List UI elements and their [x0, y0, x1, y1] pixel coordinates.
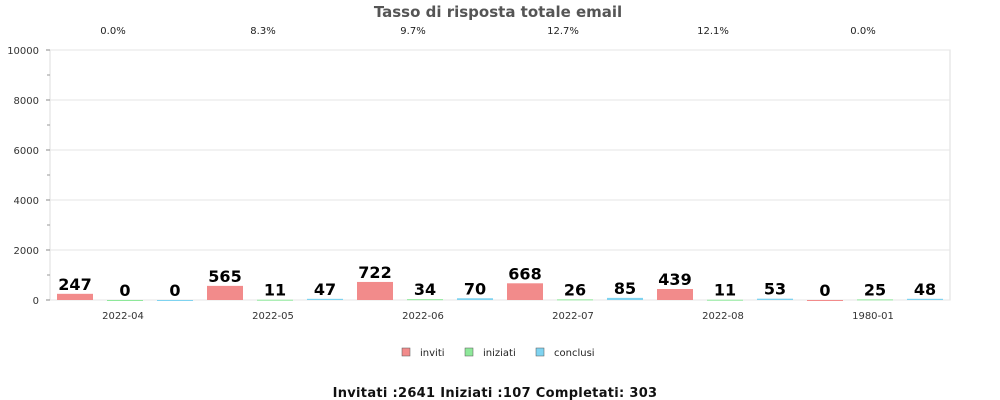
chart-title: Tasso di risposta totale email — [374, 3, 622, 21]
data-label: 0 — [819, 281, 830, 300]
data-label: 34 — [414, 280, 436, 299]
x-tick-label: 2022-04 — [102, 311, 144, 322]
data-label: 47 — [314, 280, 336, 299]
data-label: 48 — [914, 280, 936, 299]
rate-label: 12.1% — [697, 26, 729, 37]
bar-conclusi — [307, 298, 343, 300]
legend-swatch-iniziati — [464, 347, 474, 357]
y-tick-label: 4000 — [14, 196, 39, 207]
data-label: 565 — [208, 267, 241, 286]
data-label: 0 — [169, 281, 180, 300]
x-axis: 2022-04 2022-05 2022-06 2022-07 2022-08 1980-… — [102, 311, 894, 322]
legend-label-iniziati: iniziati — [483, 348, 516, 359]
data-labels: 247 0 0 565 11 47 722 34 70 668 26 85 439 11 53 0 25 48 — [58, 263, 936, 300]
rate-label: 8.3% — [250, 26, 275, 37]
rate-label: 0.0% — [850, 26, 875, 37]
rate-label: 0.0% — [100, 26, 125, 37]
bar-iniziati — [857, 299, 893, 301]
bar-iniziati — [257, 299, 293, 301]
y-tick-label: 8000 — [14, 96, 39, 107]
data-label: 11 — [714, 281, 736, 300]
bar-inviti — [657, 289, 693, 300]
data-label: 668 — [508, 264, 541, 283]
summary-text: Invitati :2641 Iniziati :107 Completati:… — [333, 386, 658, 400]
bar-inviti — [357, 281, 393, 300]
data-label: 439 — [658, 270, 691, 289]
x-tick-label: 2022-06 — [402, 311, 444, 322]
data-label: 722 — [358, 263, 391, 282]
bar-inviti — [207, 285, 243, 300]
bar-conclusi — [607, 297, 643, 300]
y-tick-label: 6000 — [14, 146, 39, 157]
x-tick-label: 2022-08 — [702, 311, 744, 322]
y-tick-label: 0 — [33, 296, 39, 307]
legend-swatch-conclusi — [535, 347, 545, 357]
rate-label: 9.7% — [400, 26, 425, 37]
bar-conclusi — [457, 298, 493, 300]
bar-conclusi — [757, 298, 793, 300]
grid — [50, 49, 950, 301]
bar-inviti — [57, 293, 93, 300]
legend-swatch-inviti — [401, 347, 411, 357]
data-label: 247 — [58, 275, 91, 294]
bar-inviti — [507, 283, 543, 300]
x-tick-label: 1980-01 — [852, 311, 894, 322]
rate-label: 12.7% — [547, 26, 579, 37]
data-label: 53 — [764, 280, 786, 299]
data-label: 0 — [119, 281, 130, 300]
bar-inviti — [807, 300, 843, 301]
bar-conclusi — [907, 298, 943, 300]
data-label: 70 — [464, 279, 486, 298]
data-label: 25 — [864, 280, 886, 299]
data-label: 11 — [264, 281, 286, 300]
y-axis: 0 2000 4000 6000 8000 10000 — [7, 46, 50, 307]
y-tick-label: 2000 — [14, 246, 39, 257]
bar-iniziati — [557, 299, 593, 301]
y-tick-label: 10000 — [7, 46, 39, 57]
data-label: 26 — [564, 280, 586, 299]
rate-labels: 0.0% 8.3% 9.7% 12.7% 12.1% 0.0% — [100, 26, 875, 37]
bar-conclusi — [157, 300, 193, 301]
bar-iniziati — [407, 299, 443, 301]
plot-frame — [49, 49, 951, 301]
legend: inviti iniziati conclusi — [401, 347, 595, 359]
bars — [57, 281, 943, 301]
legend-label-conclusi: conclusi — [554, 348, 595, 359]
bar-iniziati — [107, 300, 143, 301]
bar-iniziati — [707, 299, 743, 301]
x-tick-label: 2022-07 — [552, 311, 594, 322]
legend-label-inviti: inviti — [420, 348, 445, 359]
data-label: 85 — [614, 279, 636, 298]
x-tick-label: 2022-05 — [252, 311, 294, 322]
